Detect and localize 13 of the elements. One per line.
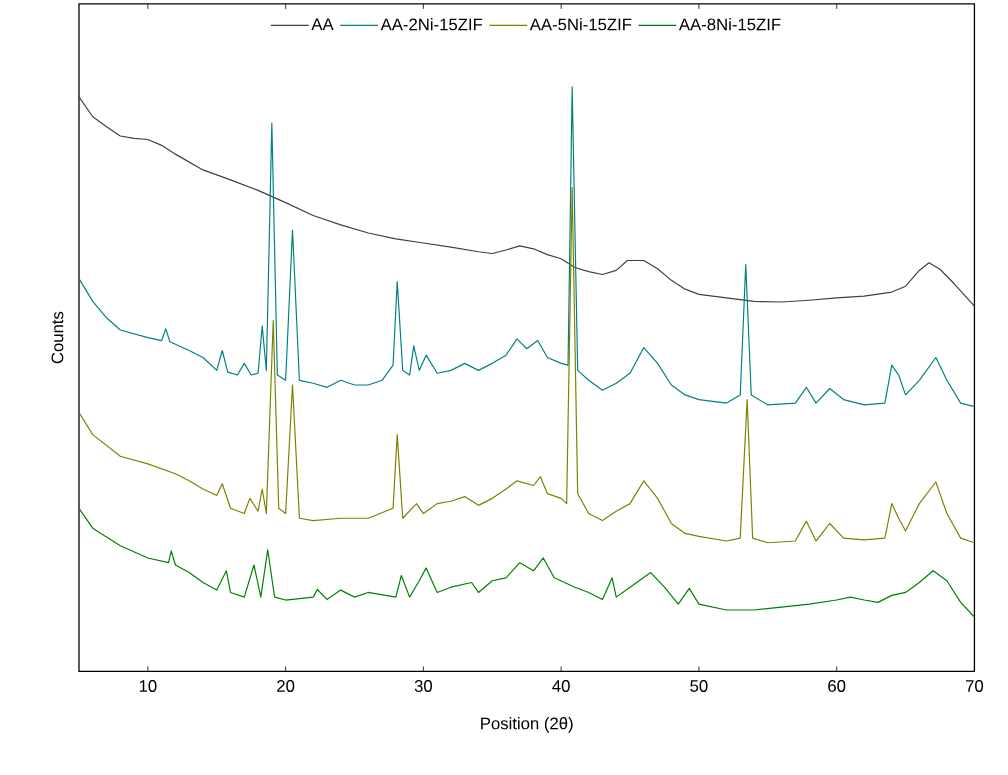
y-axis-title: Counts [51, 311, 64, 364]
legend-label: AA-8Ni-15ZIF [678, 18, 781, 31]
x-tick-label: 20 [277, 680, 295, 692]
legend-label: AA-5Ni-15ZIF [529, 18, 632, 31]
x-tick-label: 60 [828, 680, 846, 692]
x-tick-label: 40 [552, 680, 570, 692]
legend-label: AA-2Ni-15ZIF [380, 18, 483, 31]
legend-label: AA [311, 18, 334, 30]
x-tick-label: 30 [414, 680, 433, 692]
x-tick-label: 10 [139, 680, 157, 692]
x-tick-label: 70 [966, 680, 984, 692]
x-axis-title: Position (2θ) [481, 717, 573, 733]
x-tick-label: 50 [690, 680, 708, 692]
